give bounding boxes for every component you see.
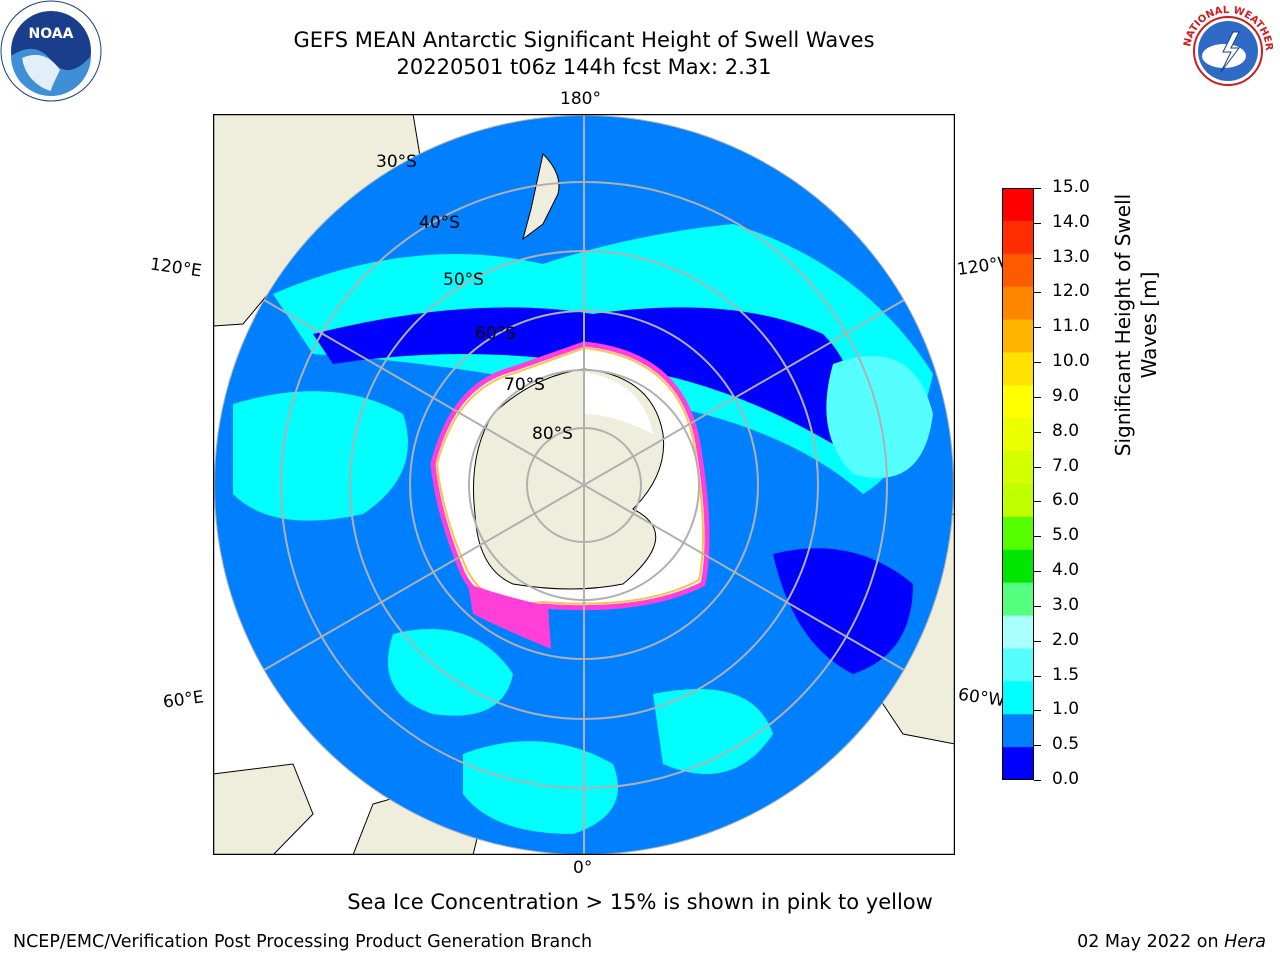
colorbar-segment <box>1002 648 1034 682</box>
colorbar-tick-mark <box>1034 188 1041 189</box>
colorbar-tick-label: 0.5 <box>1052 734 1080 755</box>
colorbar-tick-mark <box>1034 257 1041 259</box>
noaa-logo-text: NOAA <box>29 26 74 42</box>
colorbar-segment <box>1002 516 1034 551</box>
credit-right: 02 May 2022 on Hera <box>1077 932 1266 952</box>
lat-label-60s: 60°S <box>475 324 516 344</box>
swell-low-east <box>773 548 913 674</box>
swell-band-low <box>313 307 851 444</box>
antarctic-map <box>213 114 955 855</box>
lat-label-30s: 30°S <box>376 152 417 172</box>
lat-label-50s: 50°S <box>443 270 484 290</box>
colorbar-segment <box>1002 352 1034 386</box>
credit-date: 02 May 2022 on <box>1077 932 1225 952</box>
colorbar-tick-mark <box>1034 745 1041 747</box>
chart-subtitle: 20220501 t06z 144h fcst Max: 2.31 <box>396 55 772 79</box>
colorbar-segment <box>1002 484 1034 518</box>
colorbar-tick-label: 1.5 <box>1052 664 1080 685</box>
colorbar-tick-mark <box>1034 536 1041 538</box>
colorbar-tick-label: 11.0 <box>1052 316 1090 337</box>
colorbar-segment <box>1002 220 1034 255</box>
colorbar-tick-label: 5.0 <box>1052 525 1080 546</box>
colorbar-segment <box>1002 188 1034 222</box>
colorbar-segment <box>1002 253 1034 288</box>
colorbar-tick-label: 0.0 <box>1052 769 1080 789</box>
colorbar-tick-label: 1.0 <box>1052 699 1080 720</box>
colorbar-tick-label: 13.0 <box>1052 246 1090 267</box>
lon-label-0: 0° <box>573 858 593 878</box>
colorbar-tick-label: 15.0 <box>1052 177 1090 197</box>
lat-label-40s: 40°S <box>419 213 460 233</box>
sea-ice-edge-yellow <box>435 346 704 605</box>
colorbar-tick-label: 3.0 <box>1052 594 1080 615</box>
swell-patch-south-east <box>653 689 773 774</box>
colorbar-segment <box>1002 451 1034 485</box>
colorbar-tick-mark <box>1034 222 1041 224</box>
colorbar-tick-label: 14.0 <box>1052 211 1090 232</box>
colorbar-segment <box>1002 747 1034 780</box>
colorbar-tick-mark <box>1034 292 1041 294</box>
map-frame <box>213 114 955 855</box>
chart-title: GEFS MEAN Antarctic Significant Height o… <box>293 28 875 52</box>
antarctica-ice-shelf-white <box>584 372 653 434</box>
colorbar-tick-mark <box>1034 327 1041 329</box>
credit-left: NCEP/EMC/Verification Post Processing Pr… <box>13 932 593 952</box>
colorbar-segment <box>1002 319 1034 353</box>
nws-logo: NATIONAL WEATHER SERVICE <box>1176 0 1278 101</box>
lon-label-180: 180° <box>560 89 601 109</box>
colorbar-segment <box>1002 582 1034 617</box>
graticule-60s <box>409 310 759 660</box>
colorbar-segment <box>1002 418 1034 452</box>
colorbar-tick-mark <box>1034 396 1041 398</box>
colorbar-title: Significant Height of Swell Waves [m] <box>1110 165 1162 485</box>
africa-land <box>213 763 314 855</box>
colorbar-tick-label: 12.0 <box>1052 281 1090 302</box>
lon-label-120e: 120°E <box>148 254 203 282</box>
colorbar-tick-mark <box>1034 605 1041 607</box>
colorbar-tick-mark <box>1034 431 1041 433</box>
noaa-logo: NOAA <box>0 0 102 102</box>
lon-label-60w: 60°W <box>956 684 1007 712</box>
colorbar-tick-mark <box>1034 710 1041 712</box>
colorbar-tick-mark <box>1034 780 1041 781</box>
lat-label-80s: 80°S <box>532 424 573 444</box>
colorbar-tick-mark <box>1034 501 1041 503</box>
graticule <box>214 115 954 855</box>
colorbar-tick-label: 6.0 <box>1052 490 1080 511</box>
sea-ice-note: Sea Ice Concentration > 15% is shown in … <box>347 890 933 914</box>
credit-host: Hera <box>1224 932 1266 952</box>
colorbar-segment <box>1002 286 1034 321</box>
swell-patch-west <box>233 391 408 521</box>
lat-label-70s: 70°S <box>504 375 545 395</box>
colorbar-tick-mark <box>1034 675 1041 677</box>
colorbar-frame <box>1002 188 1034 780</box>
weddell-ice-pink <box>468 584 551 649</box>
colorbar-segment <box>1002 385 1034 419</box>
colorbar-segment <box>1002 549 1034 584</box>
colorbar-tick-label: 2.0 <box>1052 629 1080 650</box>
colorbar-tick-label: 4.0 <box>1052 560 1080 581</box>
colorbar-segment <box>1002 681 1034 715</box>
swell-patch-lower <box>463 741 618 834</box>
colorbar-tick-mark <box>1034 640 1041 642</box>
lon-label-60e: 60°E <box>161 687 206 713</box>
colorbar-title-line1: Significant Height of Swell <box>1111 193 1135 457</box>
colorbar-tick-mark <box>1034 466 1041 468</box>
colorbar-tick-label: 7.0 <box>1052 455 1080 476</box>
colorbar-segment <box>1002 615 1034 649</box>
colorbar-tick-mark <box>1034 571 1041 573</box>
colorbar-tick-label: 10.0 <box>1052 351 1090 372</box>
colorbar-tick-mark <box>1034 362 1041 364</box>
colorbar-segment <box>1002 714 1034 748</box>
colorbar-tick-label: 8.0 <box>1052 420 1080 441</box>
colorbar-title-line2: Waves [m] <box>1137 271 1161 379</box>
colorbar-tick-label: 9.0 <box>1052 385 1080 406</box>
colorbar <box>1002 188 1034 780</box>
